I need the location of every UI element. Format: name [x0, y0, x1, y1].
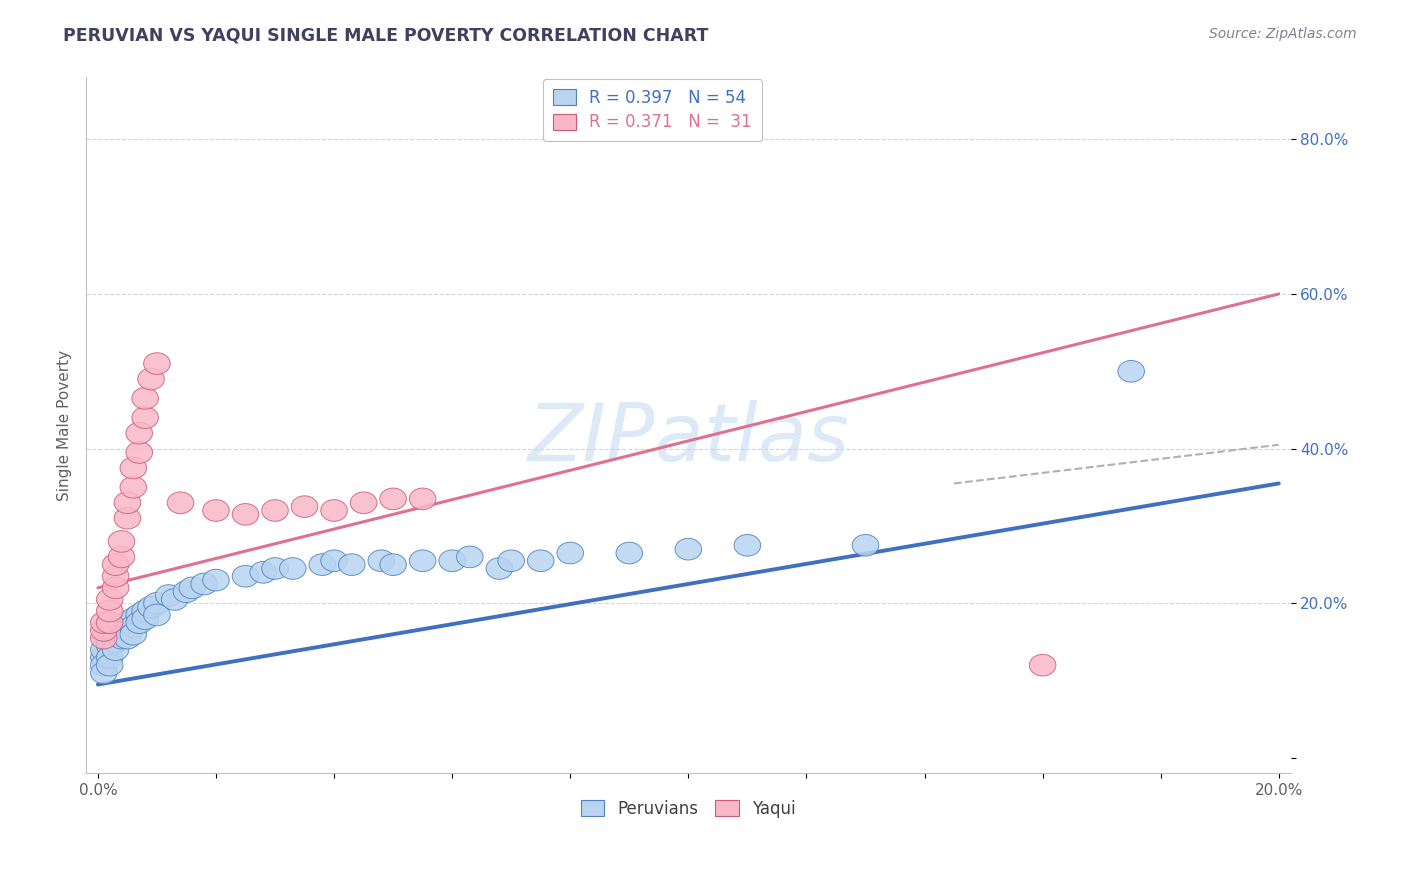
- Ellipse shape: [97, 600, 122, 622]
- Ellipse shape: [852, 534, 879, 556]
- Ellipse shape: [108, 615, 135, 637]
- Ellipse shape: [103, 566, 129, 587]
- Ellipse shape: [457, 546, 484, 567]
- Text: Source: ZipAtlas.com: Source: ZipAtlas.com: [1209, 27, 1357, 41]
- Ellipse shape: [179, 577, 205, 599]
- Ellipse shape: [232, 504, 259, 525]
- Ellipse shape: [108, 624, 135, 645]
- Ellipse shape: [321, 500, 347, 521]
- Ellipse shape: [498, 550, 524, 572]
- Ellipse shape: [132, 600, 159, 622]
- Ellipse shape: [439, 550, 465, 572]
- Ellipse shape: [380, 488, 406, 509]
- Text: PERUVIAN VS YAQUI SINGLE MALE POVERTY CORRELATION CHART: PERUVIAN VS YAQUI SINGLE MALE POVERTY CO…: [63, 27, 709, 45]
- Ellipse shape: [132, 608, 159, 630]
- Ellipse shape: [138, 368, 165, 390]
- Ellipse shape: [350, 492, 377, 514]
- Ellipse shape: [114, 508, 141, 529]
- Ellipse shape: [120, 608, 146, 630]
- Ellipse shape: [191, 574, 218, 595]
- Ellipse shape: [97, 589, 122, 610]
- Ellipse shape: [557, 542, 583, 564]
- Ellipse shape: [138, 597, 165, 618]
- Ellipse shape: [339, 554, 366, 575]
- Ellipse shape: [127, 422, 152, 444]
- Ellipse shape: [162, 589, 188, 610]
- Ellipse shape: [143, 592, 170, 614]
- Ellipse shape: [108, 546, 135, 567]
- Ellipse shape: [103, 632, 129, 653]
- Ellipse shape: [108, 627, 135, 648]
- Ellipse shape: [103, 554, 129, 575]
- Ellipse shape: [262, 558, 288, 579]
- Ellipse shape: [167, 492, 194, 514]
- Ellipse shape: [616, 542, 643, 564]
- Ellipse shape: [143, 604, 170, 625]
- Ellipse shape: [90, 620, 117, 641]
- Ellipse shape: [156, 585, 181, 607]
- Ellipse shape: [97, 635, 122, 657]
- Ellipse shape: [527, 550, 554, 572]
- Ellipse shape: [127, 612, 152, 633]
- Ellipse shape: [120, 457, 146, 479]
- Y-axis label: Single Male Poverty: Single Male Poverty: [58, 350, 72, 501]
- Ellipse shape: [97, 627, 122, 648]
- Ellipse shape: [734, 534, 761, 556]
- Ellipse shape: [90, 647, 117, 668]
- Ellipse shape: [97, 647, 122, 668]
- Ellipse shape: [321, 550, 347, 572]
- Ellipse shape: [108, 531, 135, 552]
- Ellipse shape: [120, 615, 146, 637]
- Ellipse shape: [309, 554, 336, 575]
- Ellipse shape: [262, 500, 288, 521]
- Ellipse shape: [97, 612, 122, 633]
- Ellipse shape: [368, 550, 395, 572]
- Ellipse shape: [1029, 655, 1056, 676]
- Ellipse shape: [120, 476, 146, 498]
- Ellipse shape: [202, 500, 229, 521]
- Ellipse shape: [90, 639, 117, 661]
- Ellipse shape: [90, 662, 117, 684]
- Ellipse shape: [380, 554, 406, 575]
- Ellipse shape: [486, 558, 513, 579]
- Ellipse shape: [114, 620, 141, 641]
- Ellipse shape: [127, 442, 152, 463]
- Ellipse shape: [114, 492, 141, 514]
- Ellipse shape: [103, 624, 129, 645]
- Ellipse shape: [90, 655, 117, 676]
- Ellipse shape: [409, 550, 436, 572]
- Ellipse shape: [90, 627, 117, 648]
- Ellipse shape: [280, 558, 307, 579]
- Ellipse shape: [120, 624, 146, 645]
- Ellipse shape: [291, 496, 318, 517]
- Ellipse shape: [232, 566, 259, 587]
- Ellipse shape: [1118, 360, 1144, 382]
- Ellipse shape: [132, 407, 159, 428]
- Ellipse shape: [675, 539, 702, 560]
- Legend: Peruvians, Yaqui: Peruvians, Yaqui: [575, 793, 803, 824]
- Ellipse shape: [409, 488, 436, 509]
- Ellipse shape: [114, 612, 141, 633]
- Ellipse shape: [103, 577, 129, 599]
- Ellipse shape: [97, 655, 122, 676]
- Ellipse shape: [143, 352, 170, 375]
- Ellipse shape: [173, 581, 200, 602]
- Ellipse shape: [127, 604, 152, 625]
- Text: ZIPatlas: ZIPatlas: [527, 401, 849, 478]
- Ellipse shape: [250, 562, 277, 583]
- Ellipse shape: [103, 639, 129, 661]
- Ellipse shape: [114, 627, 141, 648]
- Ellipse shape: [202, 569, 229, 591]
- Ellipse shape: [132, 387, 159, 409]
- Ellipse shape: [90, 612, 117, 633]
